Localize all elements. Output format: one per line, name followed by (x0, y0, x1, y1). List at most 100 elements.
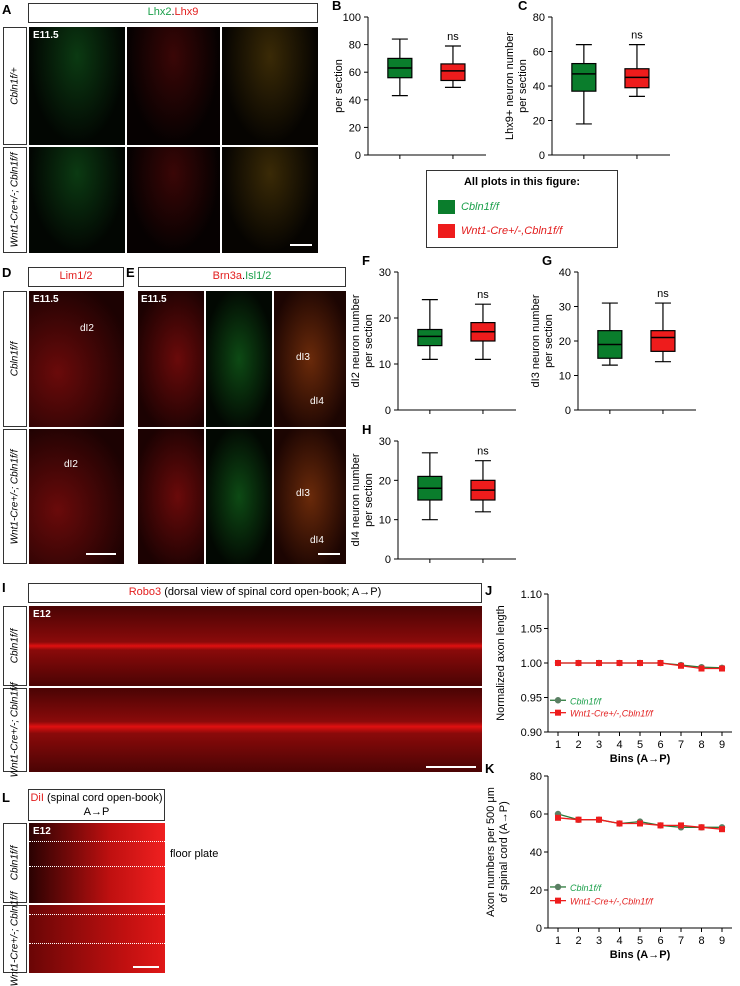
panel-i-row2-label: Wnt1-Cre+/-; Cbln1f/f (3, 683, 27, 777)
micrograph-e-merge-cko (274, 429, 346, 564)
significance-label-g: ns (657, 288, 669, 300)
y-tick-label-b: 100 (343, 12, 361, 24)
y-tick-label-c: 60 (533, 47, 545, 59)
scale-bar-d (86, 553, 116, 555)
scale-bar-a (290, 244, 312, 246)
x-tick-label-k: 3 (596, 935, 602, 947)
y-axis-label-c: Lhx9+ neuron numberper section (504, 32, 529, 140)
floor-plate-line-bot-cko (29, 943, 165, 944)
y-tick-label-b: 0 (355, 150, 361, 162)
x-tick-label-j: 6 (657, 739, 663, 751)
panel-a-header: Lhx2.Lhx9 (28, 3, 318, 23)
significance-label-f: ns (477, 289, 489, 301)
micrograph-i-cko (29, 688, 482, 772)
point-k-cko (698, 824, 705, 831)
y-axis-label-b: Lhx2+ neuron numberper section (330, 32, 345, 140)
y-tick-label-j: 1.05 (521, 624, 542, 636)
legend-marker-k-control (554, 883, 562, 891)
y-tick-label-b: 80 (349, 40, 361, 52)
significance-label-c: ns (631, 30, 643, 42)
label-di3-ctrl: dI3 (296, 352, 310, 363)
y-tick-label-b: 40 (349, 95, 361, 107)
y-tick-label-g: 40 (559, 267, 571, 279)
point-k-cko (575, 816, 582, 823)
point-j-cko (616, 660, 623, 666)
line-charts: J 0.90 0.95 1.00 1.05 1.10 1 2 3 4 5 6 7 8 9 Bins (A→P)… (485, 583, 732, 961)
panel-i-header: Robo3 (dorsal view of spinal cord open-b… (28, 583, 482, 603)
panel-e-header: Brn3a.Isl1/2 (138, 267, 346, 287)
panel-d-row1-label: Cbln1f/f (3, 291, 27, 427)
panel-letter-g: G (542, 253, 552, 268)
y-tick-label-f: 0 (385, 405, 391, 417)
point-k-cko (616, 820, 623, 827)
panel-d-header: Lim1/2 (28, 267, 124, 287)
micrograph-l-cko (29, 905, 165, 973)
legend-text-j: Cbln1f/f (570, 696, 603, 706)
stain-lhx2: Lhx2 (147, 6, 172, 18)
floor-plate-line-bot-ctrl (29, 866, 165, 867)
point-k-cko (555, 814, 561, 821)
legend-title: All plots in this figure: (463, 176, 581, 188)
stain-brn3a: Brn3a (212, 270, 242, 282)
stage-label-d: E11.5 (33, 294, 59, 305)
micrograph-e-green-cko (206, 429, 272, 564)
y-axis-label-h: dI4 neuron numberper section (350, 453, 375, 546)
y-tick-label-h: 0 (385, 554, 391, 566)
x-tick-label-j: 1 (555, 739, 561, 751)
panel-letter-h: H (362, 422, 371, 437)
point-j-cko (596, 660, 602, 666)
micrograph-e-red-cko (138, 429, 204, 564)
panel-a-row2-label: Wnt1-Cre+/-; Cbln1f/f (3, 147, 27, 253)
panel-letter-f: F (362, 253, 370, 268)
micrograph-i-ctrl (29, 606, 482, 686)
point-j-cko (678, 662, 684, 669)
micrograph-a-green-cko (29, 147, 125, 253)
y-tick-label-c: 80 (533, 12, 545, 24)
stain-sep: . (171, 6, 175, 18)
legend-label-cko: Wnt1-Cre+/-,Cbln1f/f (461, 225, 563, 237)
legend-marker-j-cko (555, 709, 561, 716)
x-axis-label-j: Bins (A→P) (610, 753, 671, 765)
panel-i-desc: (dorsal view of spinal cord open-book; A… (161, 586, 382, 598)
y-tick-label-g: 10 (559, 371, 571, 383)
y-tick-label-c: 20 (533, 116, 545, 128)
x-tick-label-k: 5 (637, 935, 643, 947)
point-k-cko (657, 822, 664, 829)
scale-bar-e (318, 553, 340, 555)
legend-box: All plots in this figure: Cbln1f/f Wnt1-… (426, 170, 618, 248)
x-tick-label-j: 4 (616, 739, 622, 751)
box-b-cko (440, 63, 466, 82)
micrograph-a-merge-ctrl (222, 27, 318, 145)
box-chart-g: G 0 10 20 30 40 dI3 neuron numberper section ns (530, 253, 696, 417)
point-j-cko (575, 660, 582, 666)
y-tick-label-j: 1.10 (521, 589, 542, 601)
panel-l-row2-label: Wnt1-Cre+/-; Cbln1f/f (3, 892, 27, 986)
legend-text-k: Wnt1-Cre+/-,Cbln1f/f (570, 897, 654, 907)
panel-letter-d: D (2, 265, 12, 280)
x-tick-label-j: 5 (637, 739, 643, 751)
y-tick-label-g: 0 (565, 405, 571, 417)
legend-text-k: Cbln1f/f (570, 883, 603, 893)
panel-letter-c: C (518, 0, 528, 13)
panel-d-row2-label: Wnt1-Cre+/-; Cbln1f/f (3, 429, 27, 564)
y-tick-label-c: 40 (533, 81, 545, 93)
legend-swatch-control (438, 200, 455, 214)
x-tick-label-k: 2 (575, 935, 581, 947)
x-tick-label-k: 7 (678, 935, 684, 947)
panel-l-desc: (spinal cord open-book) A→P (43, 792, 163, 818)
y-tick-label-k: 40 (530, 847, 542, 859)
label-di3-cko: dI3 (296, 488, 310, 499)
box-g-cko (650, 330, 676, 352)
floor-plate-line-top-cko (29, 914, 165, 915)
x-tick-label-k: 9 (719, 935, 725, 947)
micrograph-d-ctrl (29, 291, 124, 427)
panel-letter-j: J (485, 583, 492, 598)
point-j-cko (657, 660, 664, 666)
stain-sep-e: . (242, 270, 246, 282)
stain-dii: DiI (30, 792, 44, 804)
x-tick-label-j: 3 (596, 739, 602, 751)
box-chart-c: C 0 20 40 60 80 Lhx9+ neuron numberper section… (504, 0, 670, 162)
stain-isl12: Isl1/2 (245, 270, 272, 282)
panel-letter-i: I (2, 580, 6, 595)
y-tick-label-h: 10 (379, 515, 391, 527)
